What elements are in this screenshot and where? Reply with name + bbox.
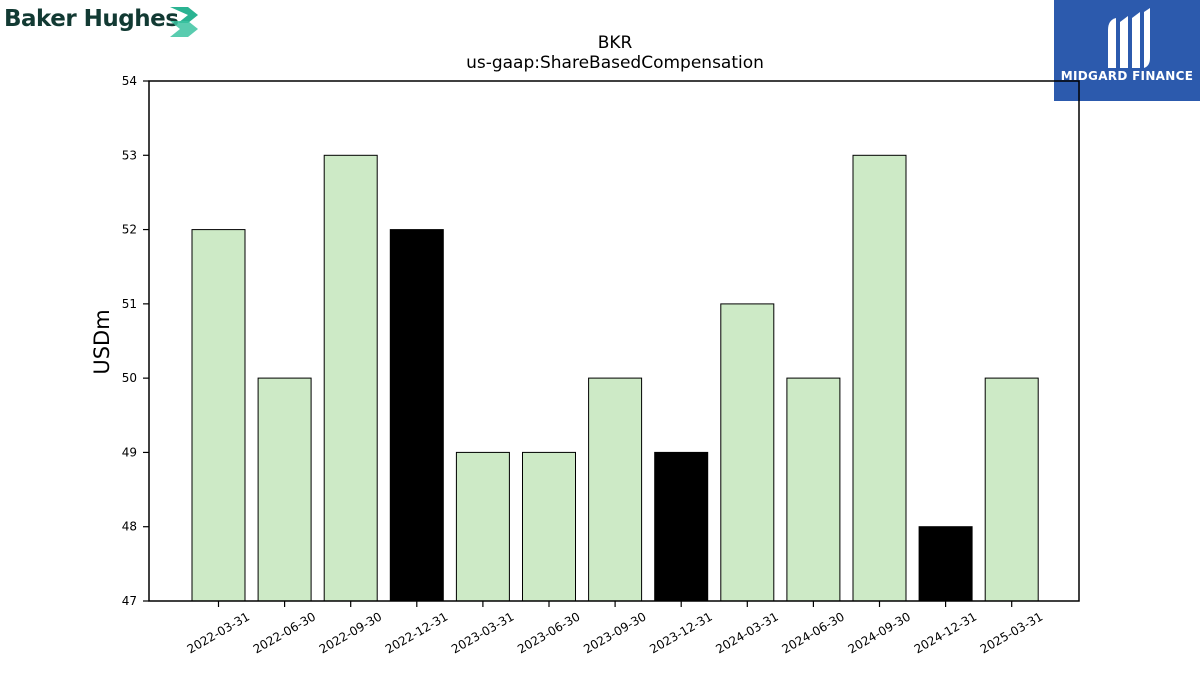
- bar-2022-03-31: [191, 229, 246, 602]
- x-tick-label: 2024-12-31: [912, 609, 979, 656]
- bar-2022-06-30: [257, 377, 312, 602]
- y-axis: 47 48 49 50 51 52 53 54: [122, 74, 149, 608]
- x-tick-label: 2023-12-31: [647, 609, 714, 656]
- bar-2023-12-31: [654, 451, 709, 602]
- chart-subtitle: us-gaap:ShareBasedCompensation: [466, 53, 764, 73]
- bars-group: [191, 154, 1039, 602]
- x-tick-label: 2022-06-30: [251, 609, 318, 656]
- midgard-finance-logo-text: MIDGARD FINANCE: [1060, 69, 1194, 83]
- y-tick-label: 50: [122, 371, 137, 385]
- bar-2024-06-30: [786, 377, 841, 602]
- bar-2024-03-31: [720, 303, 775, 602]
- y-tick-label: 49: [122, 445, 137, 459]
- y-tick-label: 51: [122, 297, 137, 311]
- y-tick-label: 48: [122, 520, 137, 534]
- x-tick-label: 2023-03-31: [449, 609, 516, 656]
- y-tick-label: 52: [122, 223, 137, 237]
- x-tick-label: 2024-09-30: [846, 609, 913, 656]
- bar-2022-12-31: [389, 229, 444, 602]
- bar-2023-06-30: [522, 451, 576, 602]
- x-tick-label: 2023-06-30: [515, 609, 582, 656]
- x-tick-label: 2023-09-30: [581, 609, 648, 656]
- bar-2024-12-31: [918, 526, 973, 602]
- bar-2022-09-30: [323, 154, 378, 602]
- y-tick-label: 54: [122, 74, 137, 88]
- baker-hughes-chevron-icon: [170, 7, 198, 37]
- x-axis: 2022-03-312022-06-302022-09-302022-12-31…: [185, 601, 1045, 656]
- plot-frame: [148, 80, 1080, 602]
- x-tick-label: 2022-03-31: [185, 609, 252, 656]
- midgard-m-icon: [1108, 8, 1150, 68]
- baker-hughes-logo: Baker Hughes: [4, 4, 204, 40]
- bar-2025-03-31: [984, 377, 1039, 602]
- y-axis-label: USDm: [90, 309, 114, 374]
- chart-title: BKR: [598, 33, 633, 53]
- x-tick-label: 2025-03-31: [978, 609, 1045, 656]
- x-tick-label: 2022-12-31: [383, 609, 450, 656]
- bar-2024-09-30: [852, 154, 907, 602]
- x-tick-label: 2024-03-31: [713, 609, 780, 656]
- y-tick-label: 53: [122, 148, 137, 162]
- bar-2023-03-31: [455, 451, 510, 602]
- bar-2023-09-30: [588, 377, 643, 602]
- baker-hughes-logo-text: Baker Hughes: [4, 6, 179, 32]
- y-tick-label: 47: [122, 594, 137, 608]
- x-tick-label: 2022-09-30: [317, 609, 384, 656]
- x-tick-label: 2024-06-30: [779, 609, 846, 656]
